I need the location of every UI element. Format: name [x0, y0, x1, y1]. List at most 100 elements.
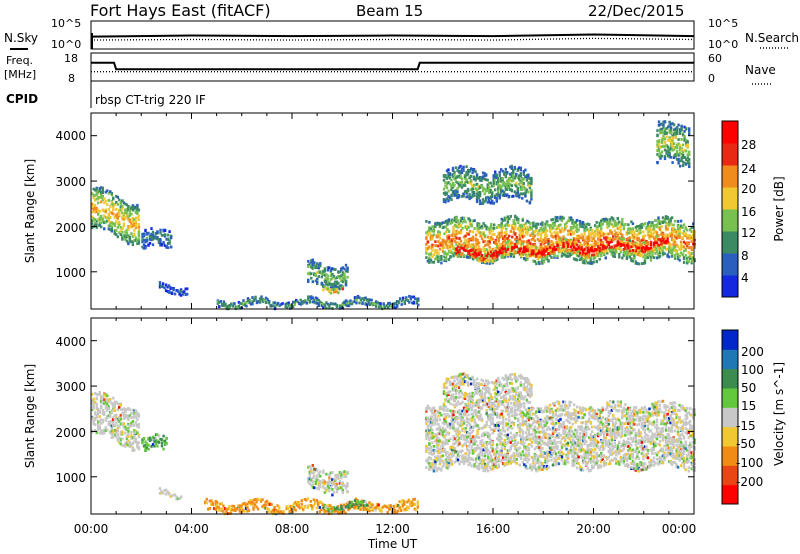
- data-cell: [541, 231, 544, 235]
- data-cell: [247, 500, 251, 504]
- data-cell: [145, 232, 149, 236]
- data-cell: [511, 241, 514, 245]
- data-cell: [515, 236, 518, 239]
- data-cell: [178, 291, 181, 295]
- data-cell: [331, 276, 334, 280]
- data-cell: [130, 232, 133, 235]
- data-cell: [456, 255, 460, 258]
- data-cell: [514, 251, 517, 255]
- data-cell: [435, 254, 439, 258]
- data-cell: [575, 234, 579, 238]
- data-cell: [659, 128, 662, 132]
- data-cell: [646, 225, 650, 229]
- data-cell: [466, 189, 470, 193]
- data-cell: [574, 242, 577, 246]
- data-cell: [622, 251, 625, 255]
- data-cell: [220, 507, 223, 511]
- data-cell: [651, 248, 654, 252]
- data-cell: [130, 240, 133, 244]
- data-cell: [450, 241, 454, 245]
- data-cell: [110, 427, 113, 431]
- data-cell: [103, 214, 106, 218]
- data-cell: [557, 243, 561, 247]
- data-cell: [478, 191, 482, 194]
- data-cell: [476, 224, 479, 228]
- data-cell: [479, 225, 482, 229]
- data-cell: [125, 428, 129, 431]
- data-cell: [107, 213, 110, 217]
- colorbar-swatch: [722, 143, 738, 166]
- data-cell: [616, 217, 619, 221]
- data-cell: [589, 247, 592, 250]
- data-cell: [137, 445, 141, 449]
- data-cell: [335, 490, 339, 494]
- data-cell: [527, 244, 531, 248]
- data-cell: [490, 252, 493, 256]
- data-cell: [666, 147, 670, 151]
- data-cell: [502, 251, 505, 255]
- data-cell: [131, 420, 135, 423]
- data-cell: [518, 182, 521, 186]
- data-cell: [670, 228, 674, 231]
- data-cell: [618, 247, 621, 250]
- data-cell: [682, 261, 686, 264]
- data-cell: [100, 196, 103, 199]
- noise-panel: N.Sky 10^5 10^0 10^5 10^0 N.Search: [4, 17, 799, 51]
- data-cell: [528, 182, 532, 185]
- data-cell: [388, 301, 391, 305]
- data-cell: [559, 238, 562, 241]
- data-cell: [520, 247, 523, 251]
- data-cell: [666, 216, 669, 220]
- data-cell: [216, 500, 219, 504]
- data-cell: [495, 196, 498, 200]
- data-cell: [440, 222, 443, 225]
- data-cell: [186, 287, 189, 291]
- data-cell: [597, 254, 600, 257]
- data-cell: [598, 251, 601, 255]
- data-cell: [488, 240, 491, 243]
- data-cell: [563, 244, 567, 248]
- data-cell: [488, 259, 491, 263]
- data-cell: [514, 215, 517, 219]
- data-cell: [527, 246, 531, 250]
- data-cell: [680, 138, 683, 141]
- data-cell: [663, 120, 667, 124]
- data-cell: [160, 444, 164, 448]
- data-cell: [92, 405, 95, 409]
- data-cell: [127, 227, 130, 231]
- data-cell: [671, 134, 674, 138]
- data-cell: [323, 278, 327, 282]
- data-cell: [307, 272, 310, 276]
- data-cell: [597, 225, 600, 228]
- data-cell: [468, 253, 472, 257]
- data-cell: [168, 230, 171, 233]
- data-cell: [100, 397, 103, 400]
- data-cell: [394, 302, 397, 306]
- data-cell: [365, 298, 369, 302]
- data-cell: [666, 227, 669, 231]
- data-cell: [589, 234, 592, 238]
- data-cell: [487, 240, 490, 243]
- data-cell: [503, 173, 506, 176]
- data-cell: [577, 234, 580, 238]
- data-cell: [170, 286, 174, 290]
- data-cell: [655, 232, 659, 236]
- data-cell: [560, 254, 564, 258]
- data-cell: [591, 246, 594, 249]
- data-cell: [104, 400, 107, 404]
- data-cell: [681, 226, 684, 229]
- data-cell: [672, 133, 676, 136]
- data-cell: [660, 137, 664, 140]
- data-cell: [684, 254, 687, 257]
- data-cell: [630, 257, 633, 261]
- data-cell: [675, 230, 678, 234]
- data-cell: [447, 258, 451, 261]
- data-cell: [503, 171, 506, 175]
- data-cell: [232, 504, 236, 508]
- data-cell: [178, 292, 181, 296]
- data-cell: [127, 418, 130, 421]
- data-cell: [597, 248, 600, 252]
- data-cell: [451, 174, 455, 177]
- data-cell: [467, 217, 470, 221]
- data-cell: [512, 230, 515, 234]
